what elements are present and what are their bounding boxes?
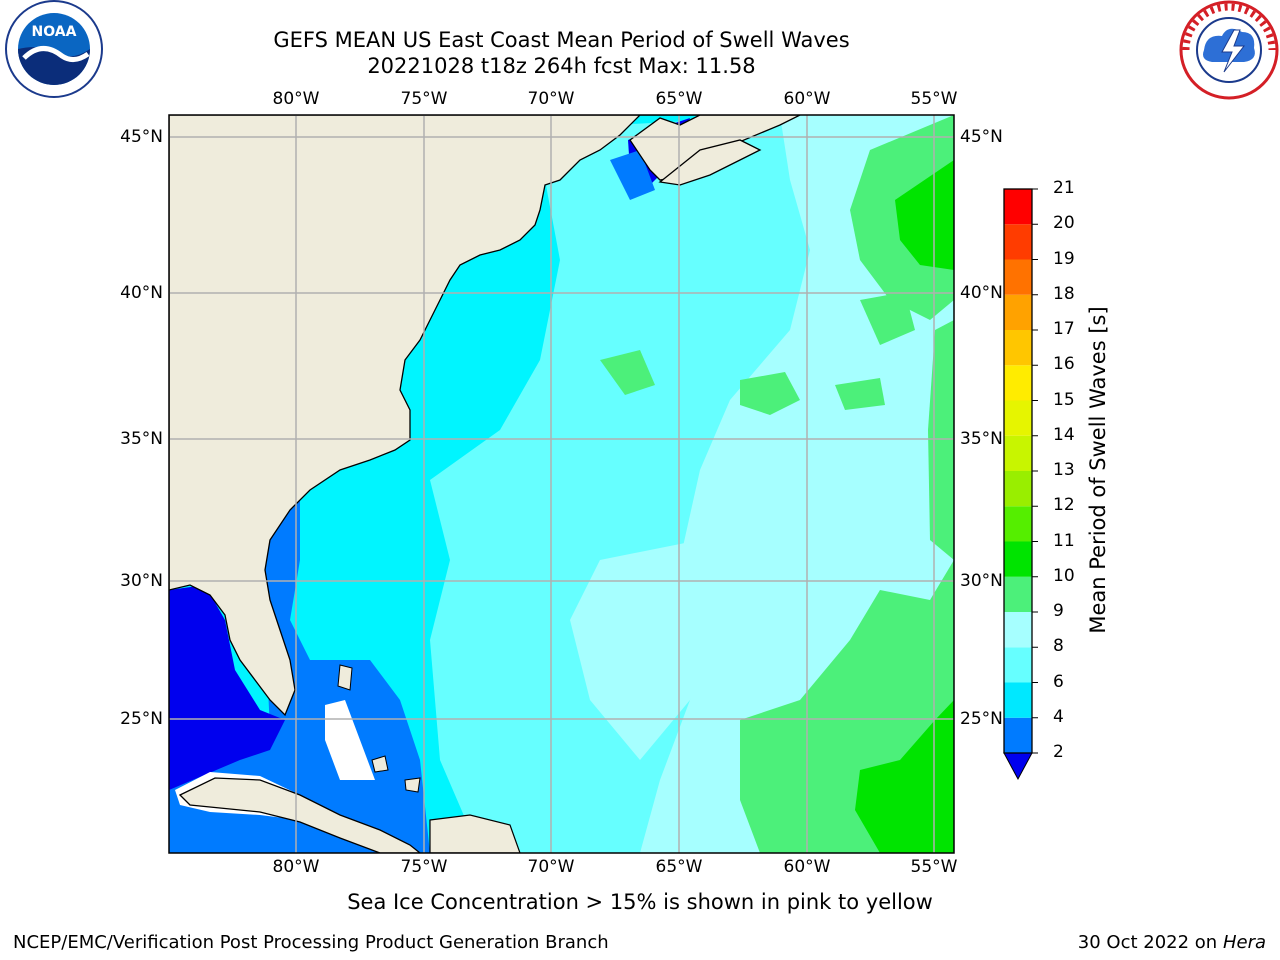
lat-label-left-40n: 40°N — [120, 283, 163, 303]
colorbar-segment — [1004, 612, 1032, 648]
colorbar-tick-label: 21 — [1053, 178, 1075, 198]
colorbar-tick-label: 6 — [1053, 671, 1064, 692]
colorbar-tick-label: 11 — [1053, 530, 1075, 551]
colorbar-tick-label: 14 — [1053, 424, 1075, 445]
lon-label-top-60w: 60°W — [783, 89, 831, 109]
colorbar-tick-label: 19 — [1053, 248, 1075, 269]
land-cuba — [178, 777, 422, 853]
swell-patch-3 — [860, 292, 915, 345]
lon-label-bottom-80w: 80°W — [272, 857, 320, 877]
footer-date: 30 Oct 2022 on Hera — [1078, 932, 1266, 953]
lon-label-bottom-55w: 55°W — [910, 857, 958, 877]
colorbar-tick-label: 15 — [1053, 389, 1075, 410]
lon-label-top-80w: 80°W — [272, 89, 320, 109]
swell-patch-1 — [600, 350, 655, 395]
lon-label-top-55w: 55°W — [910, 89, 958, 109]
footer-credit: NCEP/EMC/Verification Post Processing Pr… — [13, 932, 609, 953]
colorbar-segment — [1004, 471, 1032, 507]
colorbar-segment — [1004, 189, 1032, 225]
colorbar-segment — [1004, 294, 1032, 330]
colorbar-segment — [1004, 647, 1032, 683]
lon-label-top-70w: 70°W — [527, 89, 575, 109]
colorbar-segment — [1004, 259, 1032, 295]
colorbar-segment — [1004, 224, 1032, 260]
lon-label-bottom-75w: 75°W — [400, 857, 448, 877]
colorbar-segment — [1004, 330, 1032, 366]
swell-patch-2 — [740, 372, 800, 415]
map-frame — [168, 114, 955, 854]
colorbar-segment — [1004, 717, 1032, 753]
chart-subtitle: 20221028 t18z 264h fcst Max: 11.58 — [367, 54, 756, 78]
land-hispaniola — [429, 814, 521, 853]
colorbar-tick-label: 18 — [1053, 283, 1075, 304]
lat-label-left-45n: 45°N — [120, 127, 163, 147]
lon-label-top-65w: 65°W — [655, 89, 703, 109]
colorbar-tick-label: 4 — [1053, 706, 1064, 727]
lat-label-left-25n: 25°N — [120, 709, 163, 729]
colorbar-label: Mean Period of Swell Waves [s] — [1086, 306, 1110, 634]
colorbar-tick-label: 17 — [1053, 319, 1075, 339]
colorbar-tick-label: 13 — [1053, 460, 1075, 480]
colorbar-tick-label: 9 — [1053, 601, 1064, 621]
chart-title: GEFS MEAN US East Coast Mean Period of S… — [273, 28, 850, 52]
lat-label-right-25n: 25°N — [960, 709, 1003, 729]
graticule — [169, 115, 954, 853]
nws-logo-icon — [1179, 0, 1279, 100]
lat-label-left-30n: 30°N — [120, 571, 163, 591]
colorbar-tick-label: 10 — [1053, 565, 1075, 586]
swell-zone-9s-south — [570, 540, 720, 760]
colorbar-segment — [1004, 365, 1032, 401]
swell-zone-4-6s-north — [610, 150, 655, 200]
lat-label-right-40n: 40°N — [960, 283, 1003, 303]
lon-label-bottom-70w: 70°W — [527, 857, 575, 877]
lon-label-top-75w: 75°W — [400, 89, 448, 109]
land-bahamas — [337, 664, 421, 793]
colorbar-segment — [1004, 541, 1032, 577]
swell-zone-11s-northeast — [895, 160, 954, 270]
lat-label-right-30n: 30°N — [960, 571, 1003, 591]
bahamas-shallows — [325, 700, 375, 780]
colorbar-extend-triangle — [1003, 752, 1033, 781]
colorbar-segment — [1004, 400, 1032, 436]
sea-ice-note: Sea Ice Concentration > 15% is shown in … — [347, 890, 933, 914]
footer-date-text: 30 Oct 2022 on — [1077, 932, 1218, 953]
colorbar-segment — [1004, 682, 1032, 718]
colorbar-segment — [1004, 506, 1032, 542]
lat-label-left-35n: 35°N — [120, 429, 163, 449]
colorbar-segment — [1004, 435, 1032, 471]
colorbar-tick-label: 2 — [1053, 742, 1064, 762]
footer-machine: Hera — [1222, 932, 1266, 953]
lat-label-right-35n: 35°N — [960, 429, 1003, 449]
colorbar-tick-label: 16 — [1053, 354, 1075, 375]
swell-zone-2-4s-gulf — [169, 585, 285, 790]
land-nova-scotia — [658, 139, 762, 186]
svg-text:NOAA: NOAA — [32, 24, 77, 40]
swell-zone-11s-southeast — [855, 700, 954, 853]
colorbar-tick-label: 20 — [1053, 213, 1075, 234]
lat-label-right-45n: 45°N — [960, 127, 1003, 147]
swell-patch-4 — [835, 378, 885, 410]
lon-label-bottom-60w: 60°W — [783, 857, 831, 877]
colorbar-segment — [1004, 576, 1032, 612]
lon-label-bottom-65w: 65°W — [655, 857, 703, 877]
colorbar — [1003, 188, 1038, 781]
colorbar-tick-label: 12 — [1053, 495, 1075, 516]
colorbar-tick-label: 8 — [1053, 636, 1064, 657]
noaa-logo-icon: NOAA — [5, 0, 103, 98]
